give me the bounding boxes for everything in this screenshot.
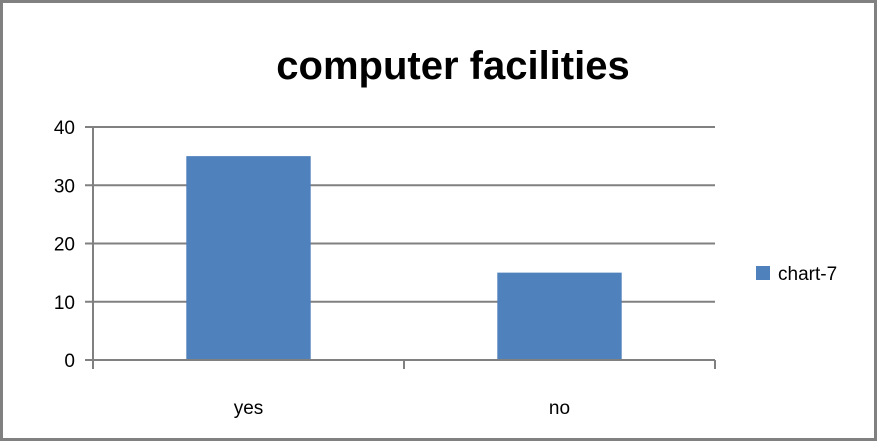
legend-swatch: [756, 266, 770, 280]
x-tick-label: yes: [234, 398, 264, 419]
y-tick-label: 20: [54, 235, 75, 256]
y-tick-label: 10: [54, 293, 75, 314]
x-tick-labels: yes no: [234, 398, 570, 419]
y-tick-label: 30: [54, 176, 75, 197]
y-tick-label: 0: [64, 351, 75, 372]
chart-title: computer facilities: [276, 44, 629, 88]
bar-yes: [186, 156, 311, 360]
bar-chart: computer facilities 0 10 20 30 40 yes no char…: [54, 44, 837, 419]
x-tick-label: no: [549, 398, 570, 419]
y-tick-labels: 0 10 20 30 40: [54, 118, 75, 372]
legend: chart-7: [756, 264, 837, 285]
bar-no: [497, 272, 622, 360]
y-tick-label: 40: [54, 118, 75, 139]
bars: [186, 156, 622, 360]
axes: [85, 126, 716, 369]
legend-label: chart-7: [778, 264, 837, 285]
